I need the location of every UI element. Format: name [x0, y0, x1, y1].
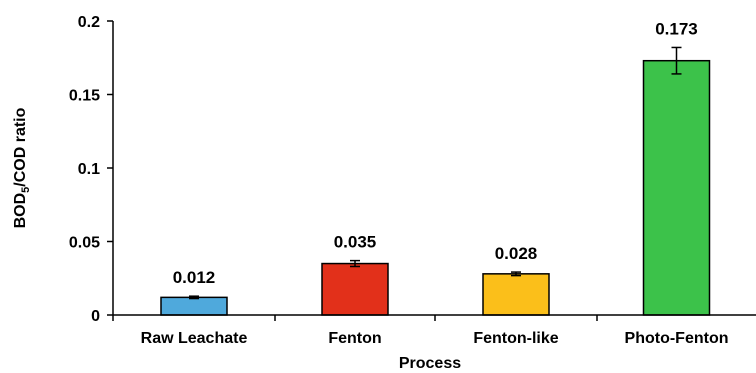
data-label: 0.028 — [495, 244, 538, 263]
bar — [322, 264, 388, 315]
y-tick-label: 0.1 — [78, 161, 100, 178]
data-label: 0.035 — [334, 233, 377, 252]
x-tick-label: Fenton-like — [473, 330, 558, 347]
y-axis-title-main: BOD — [12, 193, 29, 229]
y-axis-title: BOD5/COD ratio — [12, 107, 32, 228]
y-tick-label: 0.15 — [69, 88, 100, 105]
x-tick-label: Raw Leachate — [141, 330, 248, 347]
y-tick-label: 0.05 — [69, 235, 100, 252]
y-axis-title-tail: /COD ratio — [12, 107, 29, 186]
bar-series — [161, 61, 710, 315]
error-bars — [189, 47, 682, 298]
bar — [161, 297, 227, 315]
data-label: 0.173 — [655, 19, 698, 38]
x-tick-label: Photo-Fenton — [625, 330, 729, 347]
bar — [483, 274, 549, 315]
bar — [644, 61, 710, 315]
data-labels: 0.012 0.035 0.028 0.173 — [173, 19, 698, 287]
y-tick-label: 0.2 — [78, 14, 100, 31]
data-label: 0.012 — [173, 268, 216, 287]
x-axis-tick-labels: Raw Leachate Fenton Fenton-like Photo-Fento… — [141, 330, 729, 347]
x-tick-label: Fenton — [328, 330, 381, 347]
x-axis-title: Process — [399, 355, 461, 372]
y-tick-label: 0 — [91, 308, 100, 325]
